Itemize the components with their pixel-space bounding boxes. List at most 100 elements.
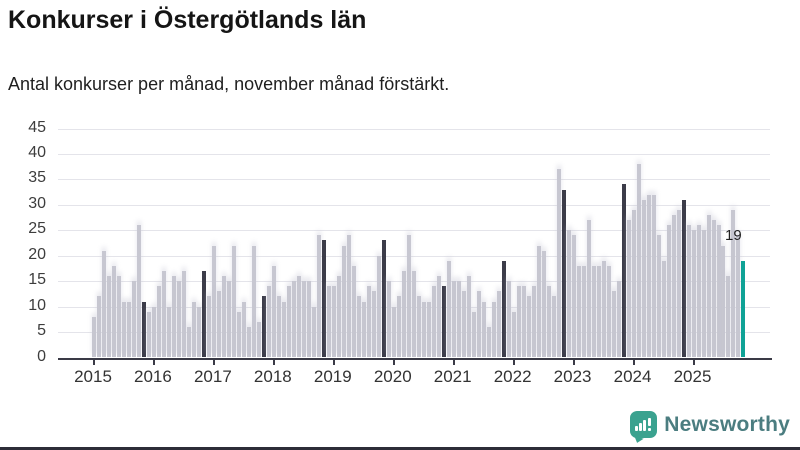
bar-2021-11 bbox=[501, 260, 506, 358]
bar-2017-06 bbox=[236, 311, 241, 358]
bar-2021-10 bbox=[496, 291, 501, 358]
bar-2017-12 bbox=[266, 286, 271, 358]
bar-2020-11 bbox=[441, 286, 446, 358]
bar-2020-03 bbox=[401, 270, 406, 358]
bar-2016-09 bbox=[191, 301, 196, 358]
bar-2021-04 bbox=[466, 276, 471, 358]
bar-2025-08 bbox=[726, 276, 731, 358]
bar-2018-05 bbox=[291, 281, 296, 358]
bar-2023-03 bbox=[581, 265, 586, 358]
bar-2016-12 bbox=[206, 296, 211, 358]
bar-2018-09 bbox=[311, 306, 316, 358]
bottom-border bbox=[0, 447, 800, 450]
x-axis-tick-2018 bbox=[272, 359, 275, 365]
bar-2018-08 bbox=[306, 281, 311, 358]
bar-2020-07 bbox=[421, 301, 426, 358]
bar-2018-01 bbox=[271, 265, 276, 358]
x-axis-tick-2015 bbox=[93, 359, 95, 365]
bar-2023-01 bbox=[571, 235, 576, 358]
bar-2017-05 bbox=[231, 245, 236, 358]
y-axis-label-15: 15 bbox=[28, 271, 46, 289]
bar-2021-01 bbox=[451, 281, 456, 358]
chart-subtitle: Antal konkurser per månad, november måna… bbox=[8, 74, 450, 94]
bar-2019-05 bbox=[351, 265, 356, 358]
x-axis-tick-2025 bbox=[692, 359, 695, 365]
bar-2019-01 bbox=[331, 286, 336, 358]
x-axis-label-2020: 2020 bbox=[373, 367, 412, 386]
bar-2015-12 bbox=[146, 311, 151, 358]
bar-2025-07 bbox=[721, 245, 726, 358]
bar-2022-11 bbox=[561, 189, 566, 358]
bar-2022-06 bbox=[536, 245, 541, 358]
bar-2019-07 bbox=[361, 301, 366, 358]
bar-2025-04 bbox=[706, 215, 711, 358]
chart-title: Konkurser i Östergötlands län bbox=[8, 6, 367, 34]
x-axis-tick-2021 bbox=[452, 359, 455, 365]
x-axis-label-2024: 2024 bbox=[613, 367, 652, 386]
bar-2015-09 bbox=[131, 281, 136, 358]
bar-2019-11 bbox=[381, 240, 386, 358]
bar-2016-07 bbox=[181, 270, 186, 358]
bar-2019-06 bbox=[356, 296, 361, 358]
x-axis-tick-2022 bbox=[512, 359, 515, 365]
bar-2019-10 bbox=[376, 255, 381, 358]
bar-2022-03 bbox=[521, 286, 526, 358]
bar-2019-04 bbox=[346, 235, 351, 358]
bar-2022-07 bbox=[541, 250, 546, 358]
bar-2018-02 bbox=[276, 296, 281, 358]
x-axis-label-2018: 2018 bbox=[253, 367, 292, 386]
bar-2018-06 bbox=[296, 276, 301, 358]
y-axis-label-40: 40 bbox=[28, 144, 46, 162]
bar-2016-02 bbox=[156, 286, 161, 358]
bar-2021-05 bbox=[471, 311, 476, 358]
y-axis-label-0: 0 bbox=[37, 347, 46, 365]
bar-2018-12 bbox=[326, 286, 331, 358]
bar-2015-10 bbox=[136, 225, 141, 358]
bar-2020-01 bbox=[391, 306, 396, 358]
bar-2019-12 bbox=[386, 281, 391, 358]
gridline-30 bbox=[58, 204, 770, 206]
y-axis-label-25: 25 bbox=[28, 220, 46, 238]
bar-2022-02 bbox=[516, 286, 521, 358]
bar-2015-05 bbox=[111, 265, 116, 358]
bar-2015-03 bbox=[101, 250, 106, 358]
bar-2021-12 bbox=[506, 281, 511, 358]
bar-2022-10 bbox=[556, 169, 561, 358]
bar-2020-08 bbox=[426, 301, 431, 358]
bar-2019-09 bbox=[371, 291, 376, 358]
bar-2023-05 bbox=[591, 265, 596, 358]
bar-2015-11 bbox=[141, 301, 146, 358]
x-axis-tick-2016 bbox=[152, 359, 155, 365]
gridline-40 bbox=[58, 153, 770, 155]
bar-2017-09 bbox=[251, 245, 256, 358]
bar-2023-11 bbox=[621, 184, 626, 358]
bar-2023-06 bbox=[596, 265, 601, 358]
bar-2020-05 bbox=[411, 270, 416, 358]
bar-2024-06 bbox=[656, 235, 661, 358]
bar-2015-06 bbox=[116, 276, 121, 358]
bar-2023-04 bbox=[586, 220, 591, 358]
bar-2017-11 bbox=[261, 296, 266, 358]
bar-2025-03 bbox=[701, 230, 706, 358]
bar-2021-03 bbox=[461, 291, 466, 358]
bar-2016-05 bbox=[171, 276, 176, 358]
bar-2019-02 bbox=[336, 276, 341, 358]
bar-2015-07 bbox=[121, 301, 126, 358]
bar-2017-01 bbox=[211, 245, 216, 358]
bar-2021-07 bbox=[481, 301, 486, 358]
bar-2022-01 bbox=[511, 311, 516, 358]
bar-2016-01 bbox=[151, 306, 156, 358]
gridline-25 bbox=[58, 230, 770, 232]
bar-2023-12 bbox=[626, 220, 631, 358]
bar-2020-02 bbox=[396, 296, 401, 358]
bar-2017-10 bbox=[256, 321, 261, 358]
bar-2022-12 bbox=[566, 230, 571, 358]
bar-2015-01 bbox=[92, 316, 96, 358]
bar-2021-02 bbox=[456, 281, 461, 358]
y-axis-label-30: 30 bbox=[28, 194, 46, 212]
bar-2023-09 bbox=[611, 291, 616, 358]
x-axis-label-2025: 2025 bbox=[673, 367, 712, 386]
bar-2018-07 bbox=[301, 281, 306, 358]
